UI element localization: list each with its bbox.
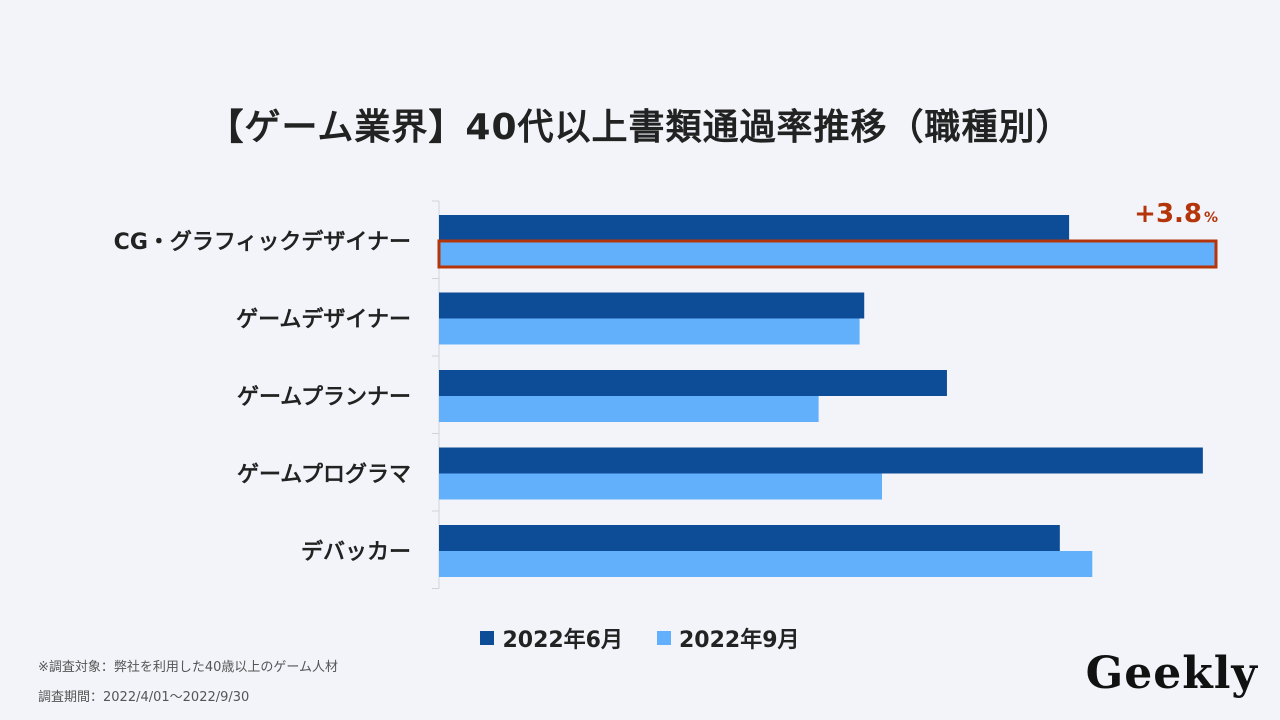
legend-label-june: 2022年6月	[502, 628, 623, 653]
bar-september	[439, 241, 1216, 267]
bar-june	[439, 525, 1060, 551]
bar-june	[439, 292, 865, 319]
category-label: ゲームプログラマ	[237, 462, 411, 488]
bar-september	[439, 473, 883, 500]
legend-item-june: 2022年6月	[480, 622, 623, 654]
category-label: ゲームデザイナー	[236, 307, 411, 333]
category-label: CG・グラフィックデザイナー	[114, 229, 411, 255]
highlight-box	[437, 239, 1218, 269]
bar-june	[439, 447, 1203, 474]
bar-september	[439, 318, 860, 345]
chart-title: 【ゲーム業界】40代以上書類通過率推移（職種別）	[207, 107, 1073, 148]
annotation-unit: %	[1204, 210, 1218, 226]
survey-period-note: 調査期間：2022/4/01〜2022/9/30	[38, 690, 250, 705]
category-label: ゲームプランナー	[237, 385, 411, 410]
legend: 2022年6月 2022年9月	[0, 622, 1280, 654]
survey-target-note: ※調査対象：弊社を利用した40歳以上のゲーム人材	[38, 660, 339, 675]
legend-label-september: 2022年9月	[679, 628, 800, 653]
geekly-logo: Geekly	[1085, 648, 1258, 699]
bar-june	[439, 215, 1070, 241]
legend-item-september: 2022年9月	[657, 622, 800, 654]
annotation-value: +3.8	[1134, 199, 1202, 229]
bar-june	[439, 370, 947, 396]
bar-september	[439, 551, 1093, 577]
bar-september	[439, 396, 819, 422]
legend-swatch-september	[657, 631, 671, 645]
category-label: デバッカー	[301, 539, 411, 565]
legend-swatch-june	[480, 631, 495, 645]
